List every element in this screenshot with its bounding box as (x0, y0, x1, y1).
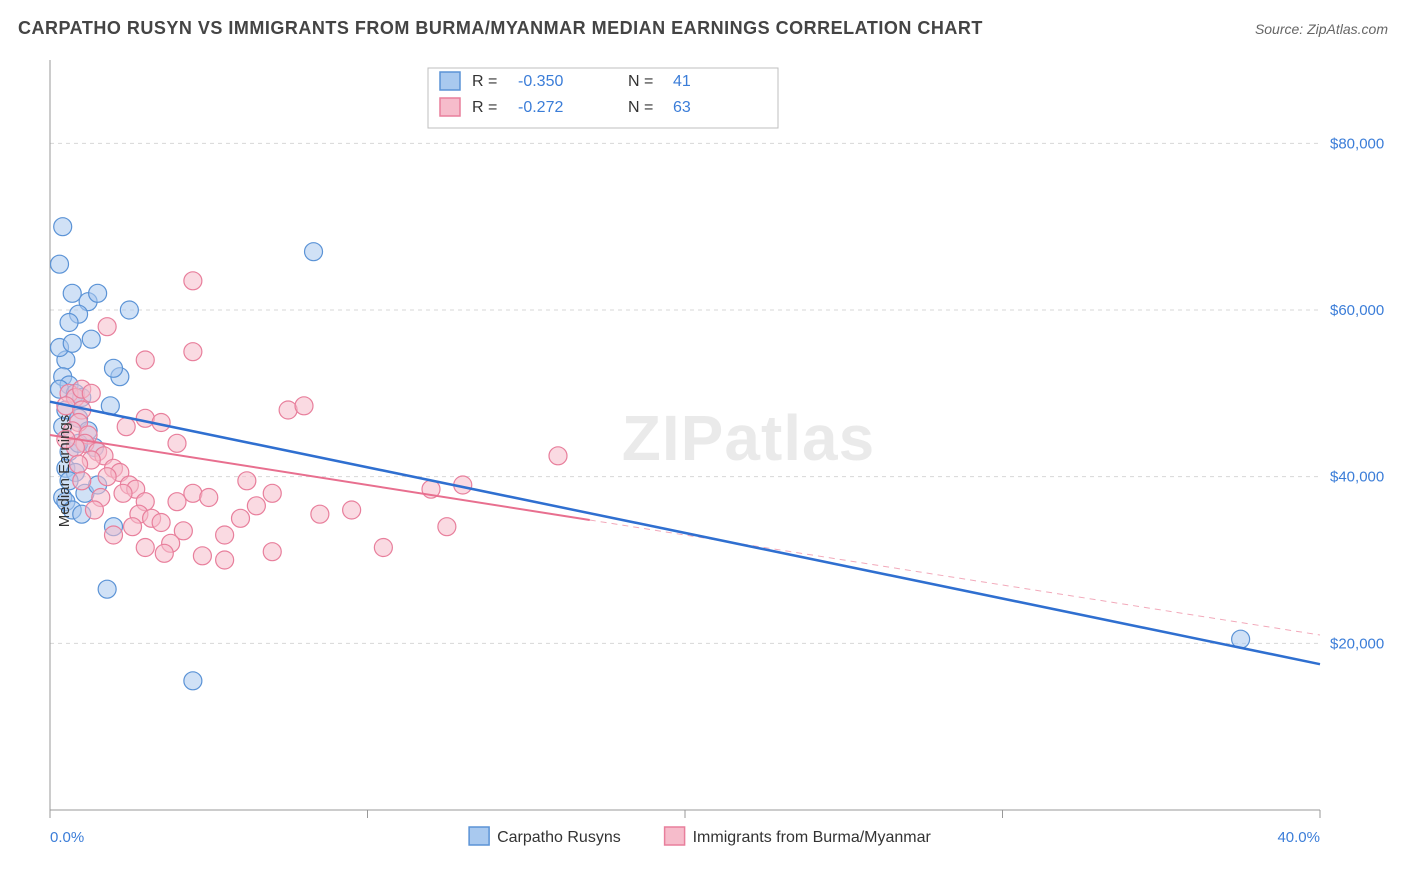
data-point (168, 493, 186, 511)
legend-r-value: -0.272 (518, 99, 563, 116)
data-point (85, 501, 103, 519)
legend-swatch (469, 827, 489, 845)
data-point (232, 509, 250, 527)
legend-r-label: R = (472, 73, 497, 90)
y-tick-label: $20,000 (1330, 635, 1384, 652)
legend-swatch (665, 827, 685, 845)
data-point (216, 551, 234, 569)
x-tick-label: 40.0% (1277, 829, 1320, 846)
chart-container: Median Earnings $20,000 $40,000 $60,000 $80… (0, 50, 1406, 892)
data-point (295, 397, 313, 415)
legend-swatch (440, 72, 460, 90)
data-point (263, 543, 281, 561)
watermark: ZIPatlas (622, 402, 875, 474)
data-point (82, 330, 100, 348)
data-point (279, 401, 297, 419)
data-point (247, 497, 265, 515)
data-point (549, 447, 567, 465)
data-point (114, 484, 132, 502)
chart-header: CARPATHO RUSYN VS IMMIGRANTS FROM BURMA/… (18, 18, 1388, 39)
y-tick-label: $60,000 (1330, 302, 1384, 319)
data-point (63, 284, 81, 302)
data-point (374, 539, 392, 557)
data-point (98, 468, 116, 486)
data-point (60, 314, 78, 332)
legend-swatch (440, 98, 460, 116)
y-tick-label: $40,000 (1330, 469, 1384, 486)
data-point (105, 359, 123, 377)
legend-r-label: R = (472, 99, 497, 116)
data-point (136, 539, 154, 557)
data-point (120, 301, 138, 319)
y-axis-label: Median Earnings (56, 415, 73, 528)
x-tick-label: 0.0% (50, 829, 84, 846)
data-point (216, 526, 234, 544)
legend-n-value: 63 (673, 99, 691, 116)
data-point (343, 501, 361, 519)
data-point (98, 318, 116, 336)
data-point (155, 544, 173, 562)
chart-title: CARPATHO RUSYN VS IMMIGRANTS FROM BURMA/… (18, 18, 983, 39)
data-point (184, 484, 202, 502)
legend-n-value: 41 (673, 73, 691, 90)
data-point (89, 284, 107, 302)
data-point (105, 526, 123, 544)
data-point (184, 272, 202, 290)
data-point (263, 484, 281, 502)
data-point (184, 672, 202, 690)
data-point (51, 255, 69, 273)
data-point (152, 514, 170, 532)
data-point (184, 343, 202, 361)
data-point (63, 334, 81, 352)
data-point (124, 518, 142, 536)
legend-series-label: Immigrants from Burma/Myanmar (693, 829, 932, 846)
data-point (311, 505, 329, 523)
y-tick-label: $80,000 (1330, 135, 1384, 152)
data-point (98, 580, 116, 598)
data-point (136, 351, 154, 369)
scatter-chart: $20,000 $40,000 $60,000 $80,000 0.0% 40.0% ZIP… (0, 50, 1406, 892)
legend-n-label: N = (628, 73, 653, 90)
trend-line-dashed (590, 520, 1320, 635)
chart-source: Source: ZipAtlas.com (1255, 21, 1388, 37)
data-point (136, 409, 154, 427)
legend-series-label: Carpatho Rusyns (497, 829, 621, 846)
data-point (73, 472, 91, 490)
data-point (438, 518, 456, 536)
legend-n-label: N = (628, 99, 653, 116)
data-point (168, 434, 186, 452)
data-point (54, 218, 72, 236)
data-point (238, 472, 256, 490)
data-point (200, 489, 218, 507)
data-point (305, 243, 323, 261)
data-point (193, 547, 211, 565)
data-point (82, 384, 100, 402)
legend-r-value: -0.350 (518, 73, 563, 90)
data-point (117, 418, 135, 436)
